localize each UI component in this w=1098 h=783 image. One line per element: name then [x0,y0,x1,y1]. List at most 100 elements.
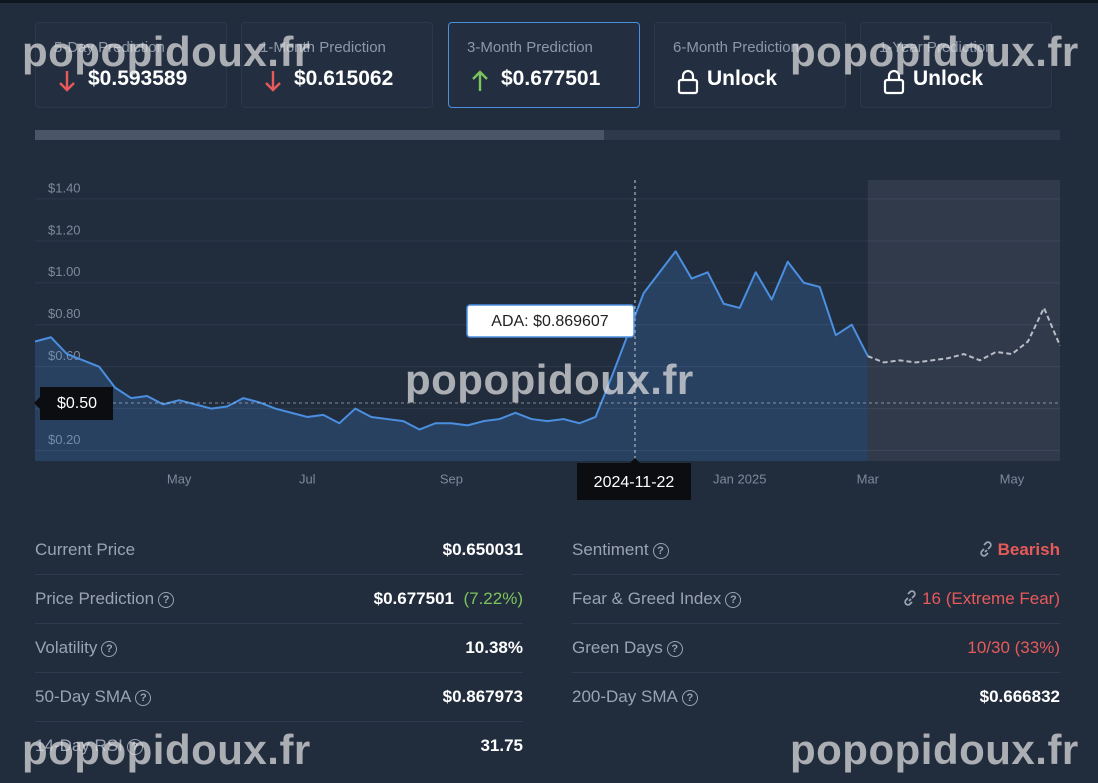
price-line [34,250,869,431]
label-text: Volatility [35,638,98,657]
price-marker [34,387,113,420]
stat-row: Sentiment? Bearish [572,526,1060,575]
help-icon[interactable]: ? [158,592,175,608]
stat-row: Fear & Greed Index? 16 (Extreme Fear) [572,575,1060,624]
watermark: popopidoux.fr [405,356,694,403]
stat-row: Volatility? 10.38% [35,624,523,673]
x-tick-label: Mar [857,471,880,486]
value-text: 16 (Extreme Fear) [922,589,1060,608]
tab-label: 1-Year Prediction [879,39,994,56]
cursor-date: 2024-11-22 [594,474,675,491]
tooltip-text: ADA: $0.869607 [491,313,609,330]
up-arrow [472,70,488,91]
tab-value: Unlock [913,67,984,90]
tab-label: 5-Day Prediction [54,39,165,56]
stat-value: 16 (Extreme Fear) [901,589,1060,609]
stat-label: Sentiment? [572,540,669,560]
tab-label: 6-Month Prediction [673,39,799,56]
stat-value: Bearish [977,540,1060,560]
stat-value: 10.38% [465,638,523,657]
help-icon[interactable]: ? [725,592,742,608]
stat-row: Current Price $0.650031 [35,526,523,575]
change-text: (7.22%) [463,589,523,608]
x-tick-label: Jan 2025 [713,471,767,486]
tab-value: $0.593589 [88,67,188,90]
top-border [0,0,1098,3]
prediction-tab[interactable]: 6-Month Prediction Unlock [654,22,846,108]
down-arrow [59,71,75,92]
y-tick-label: $0.80 [48,306,81,321]
x-tick-label: Jul [299,471,316,486]
price-line [867,306,1061,364]
label-text: 200-Day SMA [572,687,678,706]
link-icon [904,590,916,606]
stat-value: $0.867973 [442,687,523,706]
watermark: popopidoux.fr [790,726,1079,773]
stat-value: 31.75 [480,736,523,755]
label-text: Fear & Greed Index [572,589,722,608]
label-text: Green Days [572,638,663,657]
cursor-price: $0.50 [57,395,97,412]
stat-label: Price Prediction? [35,589,175,609]
watermark: popopidoux.fr [790,28,1079,75]
help-icon[interactable]: ? [652,543,669,559]
y-tick-label: $1.00 [48,264,81,279]
x-tick-label: May [167,471,192,486]
progress-bar [35,130,1060,140]
y-tick-label: $1.40 [48,180,81,195]
stat-row: 200-Day SMA? $0.666832 [572,673,1060,721]
tab-value: Unlock [707,67,778,90]
area-fill [35,251,868,461]
watermark: popopidoux.fr [22,726,311,773]
help-icon[interactable]: ? [101,641,118,657]
prediction-tab[interactable]: 1-Month Prediction $0.615062 [241,22,433,108]
prediction-tab[interactable]: 1-Year Prediction Unlock [860,22,1052,108]
label-text: 50-Day SMA [35,687,132,706]
stat-label: Fear & Greed Index? [572,589,742,609]
stat-label: Volatility? [35,638,118,658]
x-tick-label: May [1000,471,1025,486]
watermark: popopidoux.fr [22,28,311,75]
down-arrow [265,71,281,92]
stat-row: 14-Day RSI? 31.75 [35,722,523,770]
stat-value: $0.677501 (7.22%) [374,589,523,609]
prediction-tab[interactable]: 3-Month Prediction $0.677501 [448,22,640,108]
label-text: 14-Day RSI [35,736,123,755]
progress-fill [35,130,604,140]
stat-label: 50-Day SMA? [35,687,152,707]
lock-icon [883,69,905,95]
tooltip-box [466,304,635,338]
link-icon [979,541,992,557]
lock-icon [677,69,699,95]
stat-label: 14-Day RSI? [35,736,143,756]
stat-value: $0.666832 [979,687,1060,706]
date-marker [577,458,691,500]
stat-row: Green Days? 10/30 (33%) [572,624,1060,673]
stat-row: 50-Day SMA? $0.867973 [35,673,523,722]
help-icon[interactable]: ? [126,739,143,755]
stat-label: Current Price [35,540,136,559]
tab-label: 3-Month Prediction [467,39,593,56]
help-icon[interactable]: ? [135,690,152,706]
price-chart: $0.20$0.40$0.60$0.80$1.00$1.20$1.40 MayJ… [34,180,1061,500]
help-icon[interactable]: ? [666,641,683,657]
tab-value: $0.615062 [294,67,394,90]
prediction-tab[interactable]: 5-Day Prediction $0.593589 [35,22,227,108]
tab-value: $0.677501 [501,67,601,90]
tab-label: 1-Month Prediction [260,39,386,56]
stat-value: 10/30 (33%) [967,638,1060,657]
stat-label: Green Days? [572,638,683,658]
forecast-region [867,180,1060,461]
value-text: Bearish [997,540,1060,559]
y-tick-label: $0.20 [48,432,81,447]
y-tick-label: $1.20 [48,222,81,237]
stat-label: 200-Day SMA? [572,687,698,707]
x-tick-label: Sep [440,471,463,486]
stat-value: $0.650031 [442,540,523,559]
y-tick-label: $0.60 [48,348,81,363]
label-text: Sentiment [572,540,649,559]
stat-row: Price Prediction? $0.677501 (7.22%) [35,575,523,624]
help-icon[interactable]: ? [681,690,698,706]
label-text: Price Prediction [35,589,155,608]
